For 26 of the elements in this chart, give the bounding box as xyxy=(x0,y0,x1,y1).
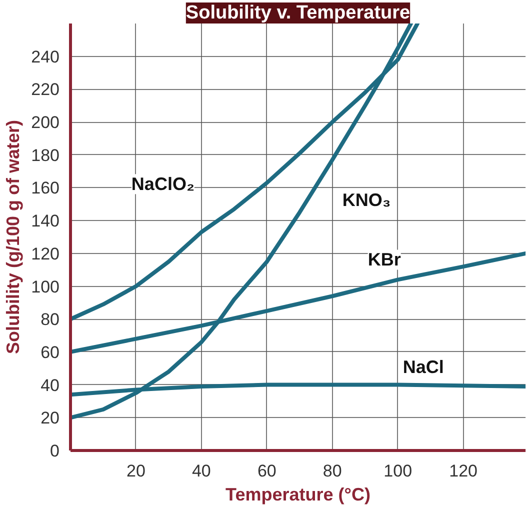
series-label: KNO₃ xyxy=(342,190,391,210)
series-label: NaCl xyxy=(402,356,444,377)
y-tick-label: 80 xyxy=(40,310,60,330)
y-tick-label: 160 xyxy=(31,178,60,198)
y-tick-label: 140 xyxy=(31,212,60,231)
y-tick-label: 20 xyxy=(40,408,60,428)
y-tick-label: 180 xyxy=(31,146,60,165)
x-tick-label: 60 xyxy=(257,462,276,480)
x-tick-label: 20 xyxy=(126,462,146,480)
y-tick-label: 120 xyxy=(31,244,60,264)
y-tick-label: 240 xyxy=(31,47,60,66)
y-tick-label: 200 xyxy=(31,113,60,132)
y-tick-label: 100 xyxy=(31,277,60,296)
series-label: KBr xyxy=(368,250,401,270)
x-tick-label: 40 xyxy=(192,462,211,480)
series-label: NaClO₂ xyxy=(131,174,194,194)
chart-title: Solubility v. Temperature xyxy=(186,2,410,24)
y-tick-label: 60 xyxy=(40,342,60,362)
x-axis-title: Temperature (°C) xyxy=(226,484,370,504)
y-axis-title: Solubility (g/100 g of water) xyxy=(3,120,24,354)
y-tick-label: 0 xyxy=(50,442,60,460)
y-tick-label: 40 xyxy=(40,376,60,395)
x-tick-label: 120 xyxy=(449,462,478,480)
y-tick-label: 220 xyxy=(31,80,60,100)
x-tick-label: 80 xyxy=(322,462,342,480)
x-tick-label: 100 xyxy=(384,462,412,480)
